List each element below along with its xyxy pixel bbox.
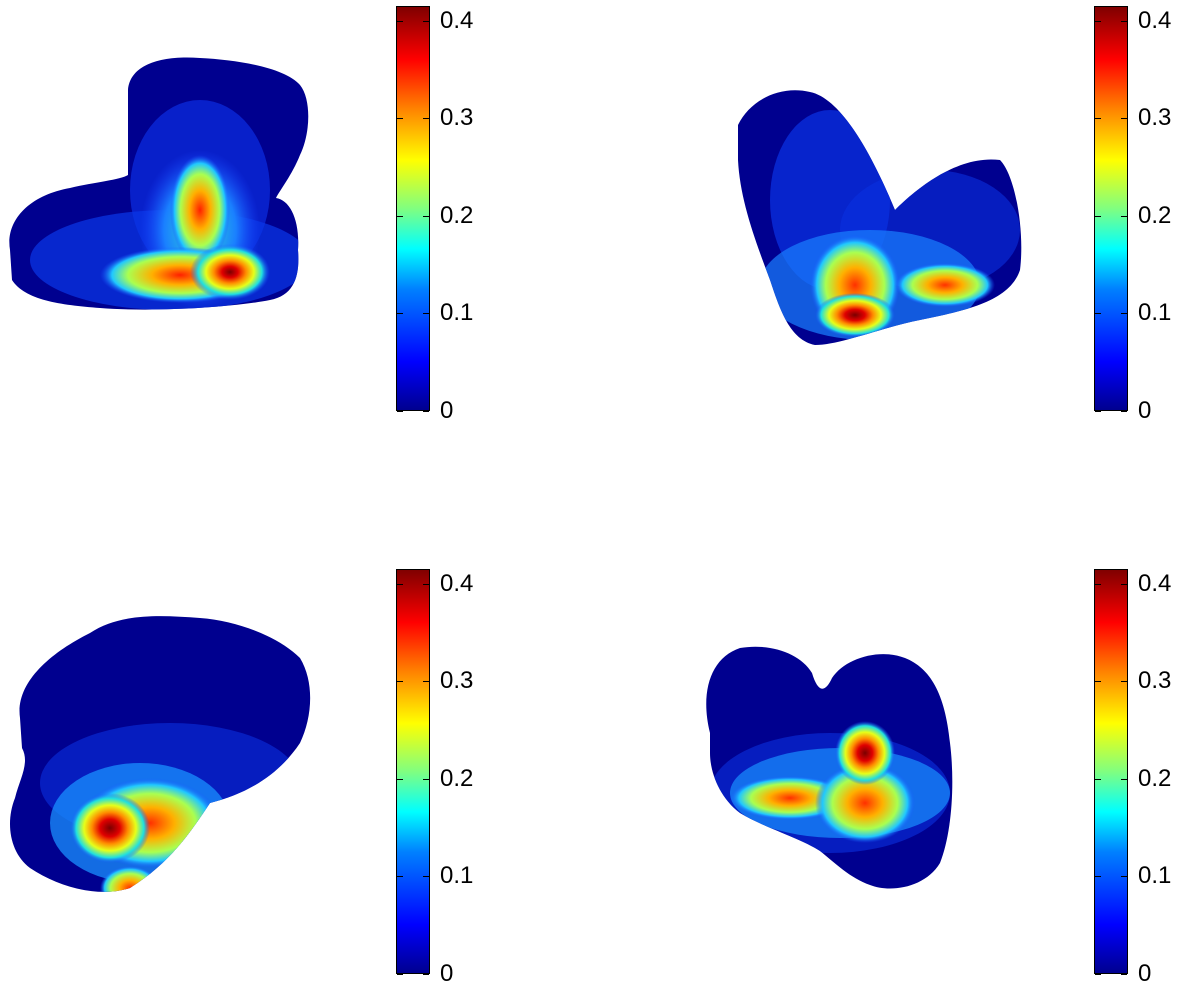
colorbar-tick-label: 0.2 bbox=[440, 765, 474, 792]
colorbar-tick-mark bbox=[423, 584, 429, 585]
colorbar-tick-mark bbox=[423, 21, 429, 22]
colorbar-tick-mark bbox=[1121, 118, 1127, 119]
colorbar-tick-mark-left bbox=[397, 313, 403, 314]
colorbar-tick-mark-left bbox=[1095, 876, 1101, 877]
colorbar-tick-mark-left bbox=[397, 216, 403, 217]
colorbar-tick-mark-left bbox=[397, 411, 403, 412]
colorbar-tick-label: 0.3 bbox=[1138, 667, 1172, 694]
colorbar-tick-label: 0.2 bbox=[440, 202, 474, 229]
colorbar-tick-label: 0.2 bbox=[1138, 202, 1172, 229]
colorbar-tick-mark bbox=[1121, 216, 1127, 217]
colorbar-tick-mark bbox=[1121, 584, 1127, 585]
colorbar-tick-label: 0.3 bbox=[1138, 104, 1172, 131]
colorbar-tick-mark-left bbox=[1095, 779, 1101, 780]
colorbar-tick-mark bbox=[423, 681, 429, 682]
colorbar-tick-label: 0.1 bbox=[1138, 299, 1172, 326]
colorbar-tick-mark-left bbox=[397, 21, 403, 22]
colorbar-tick-label: 0 bbox=[1138, 397, 1152, 424]
colorbar-tick-mark-left bbox=[1095, 411, 1101, 412]
colorbar-tick-label: 0.3 bbox=[440, 104, 474, 131]
colorbar-tick-mark bbox=[1121, 313, 1127, 314]
colorbar-tick-mark-left bbox=[397, 118, 403, 119]
colorbar-tick-mark-left bbox=[1095, 313, 1101, 314]
colorbar-tick-mark-left bbox=[397, 681, 403, 682]
colorbar-tick-label: 0.4 bbox=[440, 570, 474, 597]
nucleus-shape-view-4 bbox=[706, 646, 953, 889]
colorbar-tick-mark-left bbox=[1095, 118, 1101, 119]
colorbar-tick-mark bbox=[1121, 974, 1127, 975]
colorbar-tick-mark-left bbox=[1095, 216, 1101, 217]
colorbar-tick-label: 0.1 bbox=[440, 299, 474, 326]
colorbar-tick-mark bbox=[423, 974, 429, 975]
colorbar-top-left bbox=[396, 6, 430, 411]
colorbar-tick-label: 0.4 bbox=[1138, 570, 1172, 597]
colorbar-tick-mark-left bbox=[397, 779, 403, 780]
colorbar-tick-mark bbox=[1121, 876, 1127, 877]
colorbar-tick-mark bbox=[1121, 411, 1127, 412]
panel-bottom-right bbox=[600, 493, 1200, 986]
colorbar-tick-mark bbox=[1121, 681, 1127, 682]
colorbar-tick-label: 0.3 bbox=[440, 667, 474, 694]
colorbar-bottom-right bbox=[1094, 569, 1128, 974]
colorbar-top-right bbox=[1094, 6, 1128, 411]
colorbar-tick-mark-left bbox=[1095, 584, 1101, 585]
colorbar-tick-mark-left bbox=[1095, 21, 1101, 22]
colorbar-tick-mark bbox=[1121, 779, 1127, 780]
colorbar-tick-mark-left bbox=[397, 876, 403, 877]
colorbar-tick-mark-left bbox=[397, 974, 403, 975]
colorbar-tick-mark bbox=[423, 779, 429, 780]
colorbar-tick-label: 0 bbox=[1138, 960, 1152, 987]
colorbar-tick-mark bbox=[423, 216, 429, 217]
colorbar-tick-mark-left bbox=[1095, 681, 1101, 682]
colorbar-tick-mark bbox=[1121, 21, 1127, 22]
colorbar-bottom-left bbox=[396, 569, 430, 974]
colorbar-tick-label: 0.1 bbox=[1138, 862, 1172, 889]
colorbar-tick-mark-left bbox=[1095, 974, 1101, 975]
nucleus-shape-view-3 bbox=[10, 616, 311, 892]
colorbar-tick-label: 0 bbox=[440, 960, 454, 987]
colorbar-tick-mark bbox=[423, 411, 429, 412]
panel-top-left bbox=[0, 0, 600, 493]
colorbar-tick-label: 0.2 bbox=[1138, 765, 1172, 792]
colorbar-tick-mark bbox=[423, 118, 429, 119]
colorbar-tick-label: 0.4 bbox=[1138, 7, 1172, 34]
panel-bottom-left bbox=[0, 493, 600, 986]
colorbar-tick-label: 0 bbox=[440, 397, 454, 424]
colorbar-tick-mark bbox=[423, 876, 429, 877]
colorbar-tick-mark-left bbox=[397, 584, 403, 585]
colorbar-tick-mark bbox=[423, 313, 429, 314]
nucleus-shape-view-2 bbox=[738, 90, 1022, 346]
panel-top-right bbox=[600, 0, 1200, 493]
colorbar-tick-label: 0.1 bbox=[440, 862, 474, 889]
nucleus-shape-view-1 bbox=[9, 57, 309, 310]
colorbar-tick-label: 0.4 bbox=[440, 7, 474, 34]
